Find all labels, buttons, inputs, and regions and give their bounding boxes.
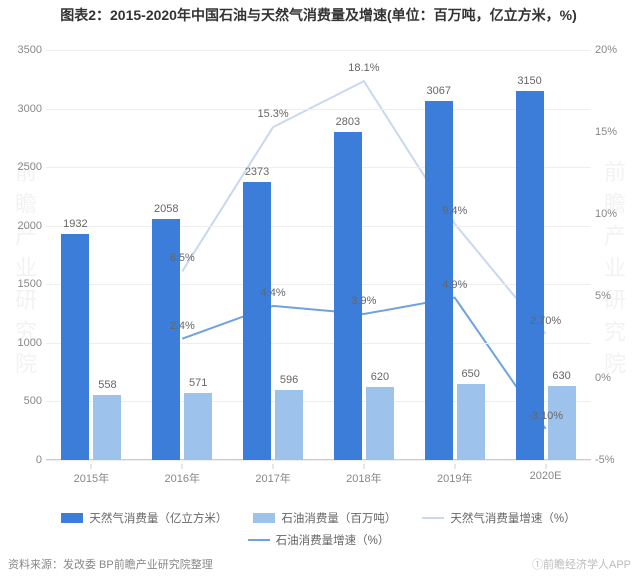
y-left-tick: 0 [2, 454, 42, 466]
bar-gas_volume: 2373 [243, 182, 271, 460]
x-label: 2016年 [165, 470, 200, 486]
legend: 天然气消费量（亿立方米） 石油消费量（百万吨） 天然气消费量增速（%） 石油消费量增速… [0, 510, 637, 548]
bar-label: 3067 [426, 85, 450, 97]
x-label: 2019年 [437, 470, 472, 486]
y-left-tick: 2000 [2, 220, 42, 232]
bar-gas_volume: 1932 [61, 234, 89, 460]
bar-label: 596 [280, 374, 298, 386]
line-point-label: 3.9% [351, 295, 376, 307]
line-point-label: 15.3% [257, 108, 288, 120]
x-tick [363, 464, 364, 469]
y-left-tick: 3500 [2, 44, 42, 56]
chart-title: 图表2：2015-2020年中国石油与天然气消费量及增速(单位：百万吨，亿立方米… [0, 0, 637, 27]
y-right-tick: 15% [595, 126, 635, 138]
bar-label: 2058 [154, 203, 178, 215]
watermark-right: ①前瞻经济学人APP [532, 556, 631, 572]
category-group: 2803 620 [319, 50, 410, 460]
x-label: 2020E [530, 470, 562, 482]
bar-oil_volume: 558 [93, 395, 121, 460]
line-point-label: 2.70% [530, 315, 561, 327]
line-point-label: 9.4% [442, 205, 467, 217]
line-point-label: 18.1% [348, 62, 379, 74]
y-right-tick: 10% [595, 208, 635, 220]
bar-label: 2373 [245, 166, 269, 178]
y-right-tick: 0% [595, 372, 635, 384]
legend-swatch-bar [253, 513, 275, 523]
grid-line [46, 460, 591, 461]
x-axis-labels: 2015年 2016年 2017年 2018年 2019年 2020E [46, 464, 591, 490]
bar-oil_volume: 630 [548, 386, 576, 460]
legend-item: 石油消费量增速（%） [248, 532, 390, 548]
x-tick [454, 464, 455, 469]
x-tick [91, 464, 92, 469]
bar-gas_volume: 3150 [516, 91, 544, 460]
bar-label: 571 [189, 377, 207, 389]
x-label: 2015年 [74, 470, 109, 486]
bar-oil_volume: 620 [366, 387, 394, 460]
source-text: 资料来源：发改委 BP前瞻产业研究院整理 [8, 556, 213, 572]
legend-swatch-line [422, 517, 444, 519]
line-point-label: 6.5% [170, 252, 195, 264]
legend-item: 石油消费量（百万吨） [253, 510, 396, 526]
line-point-label: -3.10% [528, 410, 563, 422]
bar-oil_volume: 571 [184, 393, 212, 460]
legend-swatch-bar [61, 513, 83, 523]
y-right-tick: 5% [595, 290, 635, 302]
y-right-tick: -5% [595, 454, 635, 466]
legend-label: 石油消费量增速（%） [276, 532, 390, 548]
y-right-tick: 20% [595, 44, 635, 56]
legend-swatch-line [248, 539, 270, 541]
category-group: 3067 650 [409, 50, 500, 460]
x-tick [273, 464, 274, 469]
legend-label: 天然气消费量（亿立方米） [89, 510, 227, 526]
x-tick [182, 464, 183, 469]
legend-item: 天然气消费量增速（%） [422, 510, 575, 526]
y-left-tick: 2500 [2, 161, 42, 173]
legend-item: 天然气消费量（亿立方米） [61, 510, 227, 526]
x-tick [545, 464, 546, 469]
bar-oil_volume: 596 [275, 390, 303, 460]
line-point-label: 2.4% [170, 319, 195, 331]
y-axis-right: -5%0%5%10%15%20% [595, 50, 635, 460]
category-group: 3150630 [500, 50, 591, 460]
chart-area: 0500100015002000250030003500 -5%0%5%10%1… [0, 50, 637, 490]
x-label: 2018年 [346, 470, 381, 486]
legend-label: 天然气消费量增速（%） [450, 510, 575, 526]
x-label: 2017年 [255, 470, 290, 486]
bar-label: 1932 [63, 218, 87, 230]
bar-label: 620 [371, 371, 389, 383]
y-left-tick: 1500 [2, 278, 42, 290]
bar-label: 3150 [517, 75, 541, 87]
y-left-tick: 1000 [2, 337, 42, 349]
bar-label: 650 [462, 368, 480, 380]
line-point-label: 4.4% [261, 287, 286, 299]
bar-label: 558 [98, 379, 116, 391]
bar-label: 630 [552, 370, 570, 382]
y-left-tick: 3000 [2, 103, 42, 115]
bar-oil_volume: 650 [457, 384, 485, 460]
category-group: 1932558 [46, 50, 137, 460]
bar-label: 2803 [336, 116, 360, 128]
legend-label: 石油消费量（百万吨） [281, 510, 396, 526]
line-point-label: 4.9% [442, 278, 467, 290]
y-left-tick: 500 [2, 395, 42, 407]
plot-region: 1932558205857123735962803620306765031506… [46, 50, 591, 460]
y-axis-left: 0500100015002000250030003500 [2, 50, 42, 460]
